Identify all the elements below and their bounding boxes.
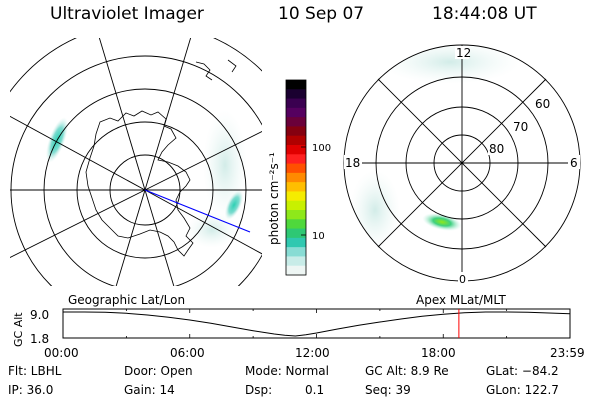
colorbar-swatch: [286, 126, 306, 137]
colorbar-swatch: [286, 80, 306, 90]
dsp-readout: Dsp:: [245, 383, 273, 397]
mlt-label-0: 0: [459, 273, 466, 286]
x-tick-label-0600: 06:00: [170, 346, 205, 360]
aurora-oval-patch: [422, 213, 462, 231]
coastline-fragment: [227, 59, 237, 73]
colorbar-swatch: [286, 228, 306, 239]
colorbar-swatch: [286, 154, 306, 165]
dsp-value: 0.1: [305, 383, 325, 397]
time-label: 18:44:08 UT: [432, 4, 537, 24]
gc-alt-readout: GC Alt: 8.9 Re: [365, 364, 449, 378]
mlat-label-70: 70: [513, 120, 528, 134]
satellite-track: [144, 189, 251, 233]
colorbar-swatch: [286, 237, 306, 248]
x-tick-label-1200: 12:00: [295, 346, 330, 360]
coastline-fragment: [195, 61, 213, 81]
colorbar-swatch: [286, 135, 306, 146]
ip-readout: IP: 36.0: [8, 383, 54, 397]
colorbar-swatch: [286, 145, 306, 155]
altitude-axis-label: GC Alt: [12, 312, 25, 347]
colorbar: [285, 79, 307, 276]
colorbar-frame: [285, 79, 307, 276]
y-tick-label-1_8: 1.8: [30, 332, 49, 346]
colorbar-swatch: [286, 98, 306, 109]
colorbar-swatch: [286, 163, 306, 174]
glat-readout: GLat: −84.2: [486, 364, 559, 378]
colorbar-swatch: [286, 210, 306, 220]
colorbar-swatch: [286, 117, 306, 128]
colorbar-swatch: [286, 219, 306, 230]
colorbar-swatch: [286, 89, 306, 100]
mlt-label-18: 18: [345, 156, 360, 170]
antarctica-coastline: [85, 110, 194, 257]
x-tick-label-0000: 00:00: [44, 346, 79, 360]
geographic-map: [10, 38, 262, 286]
altitude-plot-frame: [62, 308, 571, 339]
colorbar-swatch: [286, 107, 306, 118]
aurora-haze: [187, 212, 237, 248]
colorbar-swatch: [286, 247, 306, 258]
mlt-label-12: 12: [456, 46, 471, 60]
seq-readout: Seq: 39: [365, 383, 411, 397]
aurora-arc-east: [224, 190, 244, 220]
colorbar-swatch: [286, 191, 306, 202]
door-readout: Door: Open: [124, 364, 193, 378]
colorbar-swatch: [286, 182, 306, 193]
colorbar-label: photon cm⁻²s⁻¹: [267, 152, 281, 245]
mlat-label-80: 80: [489, 142, 504, 156]
colorbar-swatch: [286, 256, 306, 267]
gain-readout: Gain: 14: [124, 383, 175, 397]
colorbar-swatch: [286, 265, 306, 276]
geographic-panel-label: Geographic Lat/Lon: [68, 293, 185, 307]
apex-map: 12 0 18 6 60 70 80: [343, 44, 581, 286]
altitude-plot-ticks: [62, 309, 571, 338]
gc-altitude-line: [63, 311, 571, 337]
mlt-label-6: 6: [570, 156, 578, 170]
apex-panel-label: Apex MLat/MLT: [416, 293, 506, 307]
mode-readout: Mode: Normal: [245, 364, 329, 378]
colorbar-tick-100: 100: [312, 143, 331, 154]
colorbar-swatch: [286, 172, 306, 183]
mlat-label-60: 60: [535, 97, 550, 111]
colorbar-swatch: [286, 200, 306, 211]
colorbar-tick-10: 10: [312, 231, 325, 242]
y-tick-label-9: 9.0: [30, 308, 49, 322]
aurora-haze: [350, 170, 400, 250]
glon-readout: GLon: 122.7: [486, 383, 559, 397]
instrument-title: Ultraviolet Imager: [50, 4, 204, 24]
meridians: [10, 38, 262, 286]
mlt-meridians: [344, 45, 580, 281]
x-tick-label-1800: 18:00: [421, 346, 456, 360]
date-label: 10 Sep 07: [278, 4, 365, 24]
filter-readout: Flt: LBHL: [8, 364, 62, 378]
x-tick-label-2359: 23:59: [550, 346, 585, 360]
